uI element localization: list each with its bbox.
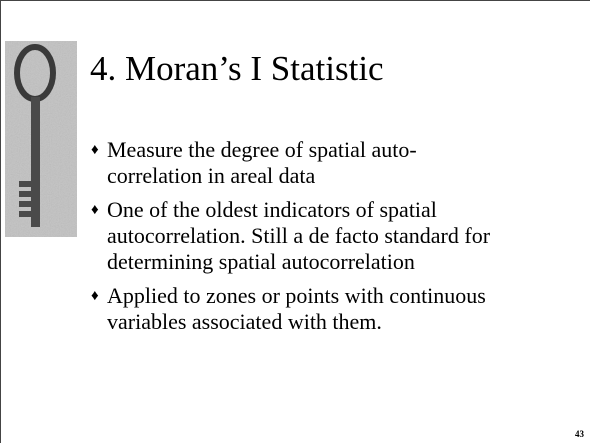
bullet-line: correlation in areal data: [107, 163, 316, 188]
bullet-line: One of the oldest indicators of spatial: [107, 197, 437, 222]
bullet: ♦ Measure the degree of spatial auto-corr…: [91, 137, 490, 189]
slide-title: 4. Moran’s I Statistic: [90, 49, 384, 88]
bullet-line: Applied to zones or points with continuo…: [107, 283, 486, 308]
page-number: 43: [575, 429, 584, 439]
bullet-line: Measure the degree of spatial auto-: [107, 137, 417, 162]
bullet-list: ♦ Measure the degree of spatial auto-corr…: [91, 137, 490, 343]
key-image: [5, 41, 77, 237]
bullet: ♦ One of the oldest indicators of spatial…: [91, 197, 490, 275]
bullet-marker: ♦: [91, 202, 99, 218]
bullet-marker: ♦: [91, 288, 99, 304]
bullet-line: variables associated with them.: [107, 309, 382, 334]
bullet-marker: ♦: [91, 142, 99, 158]
bullet-line: autocorrelation. Still a de facto standa…: [107, 223, 491, 248]
bullet-line: determining spatial autocorrelation: [107, 249, 415, 274]
bullet: ♦ Applied to zones or points with continu…: [91, 283, 490, 335]
